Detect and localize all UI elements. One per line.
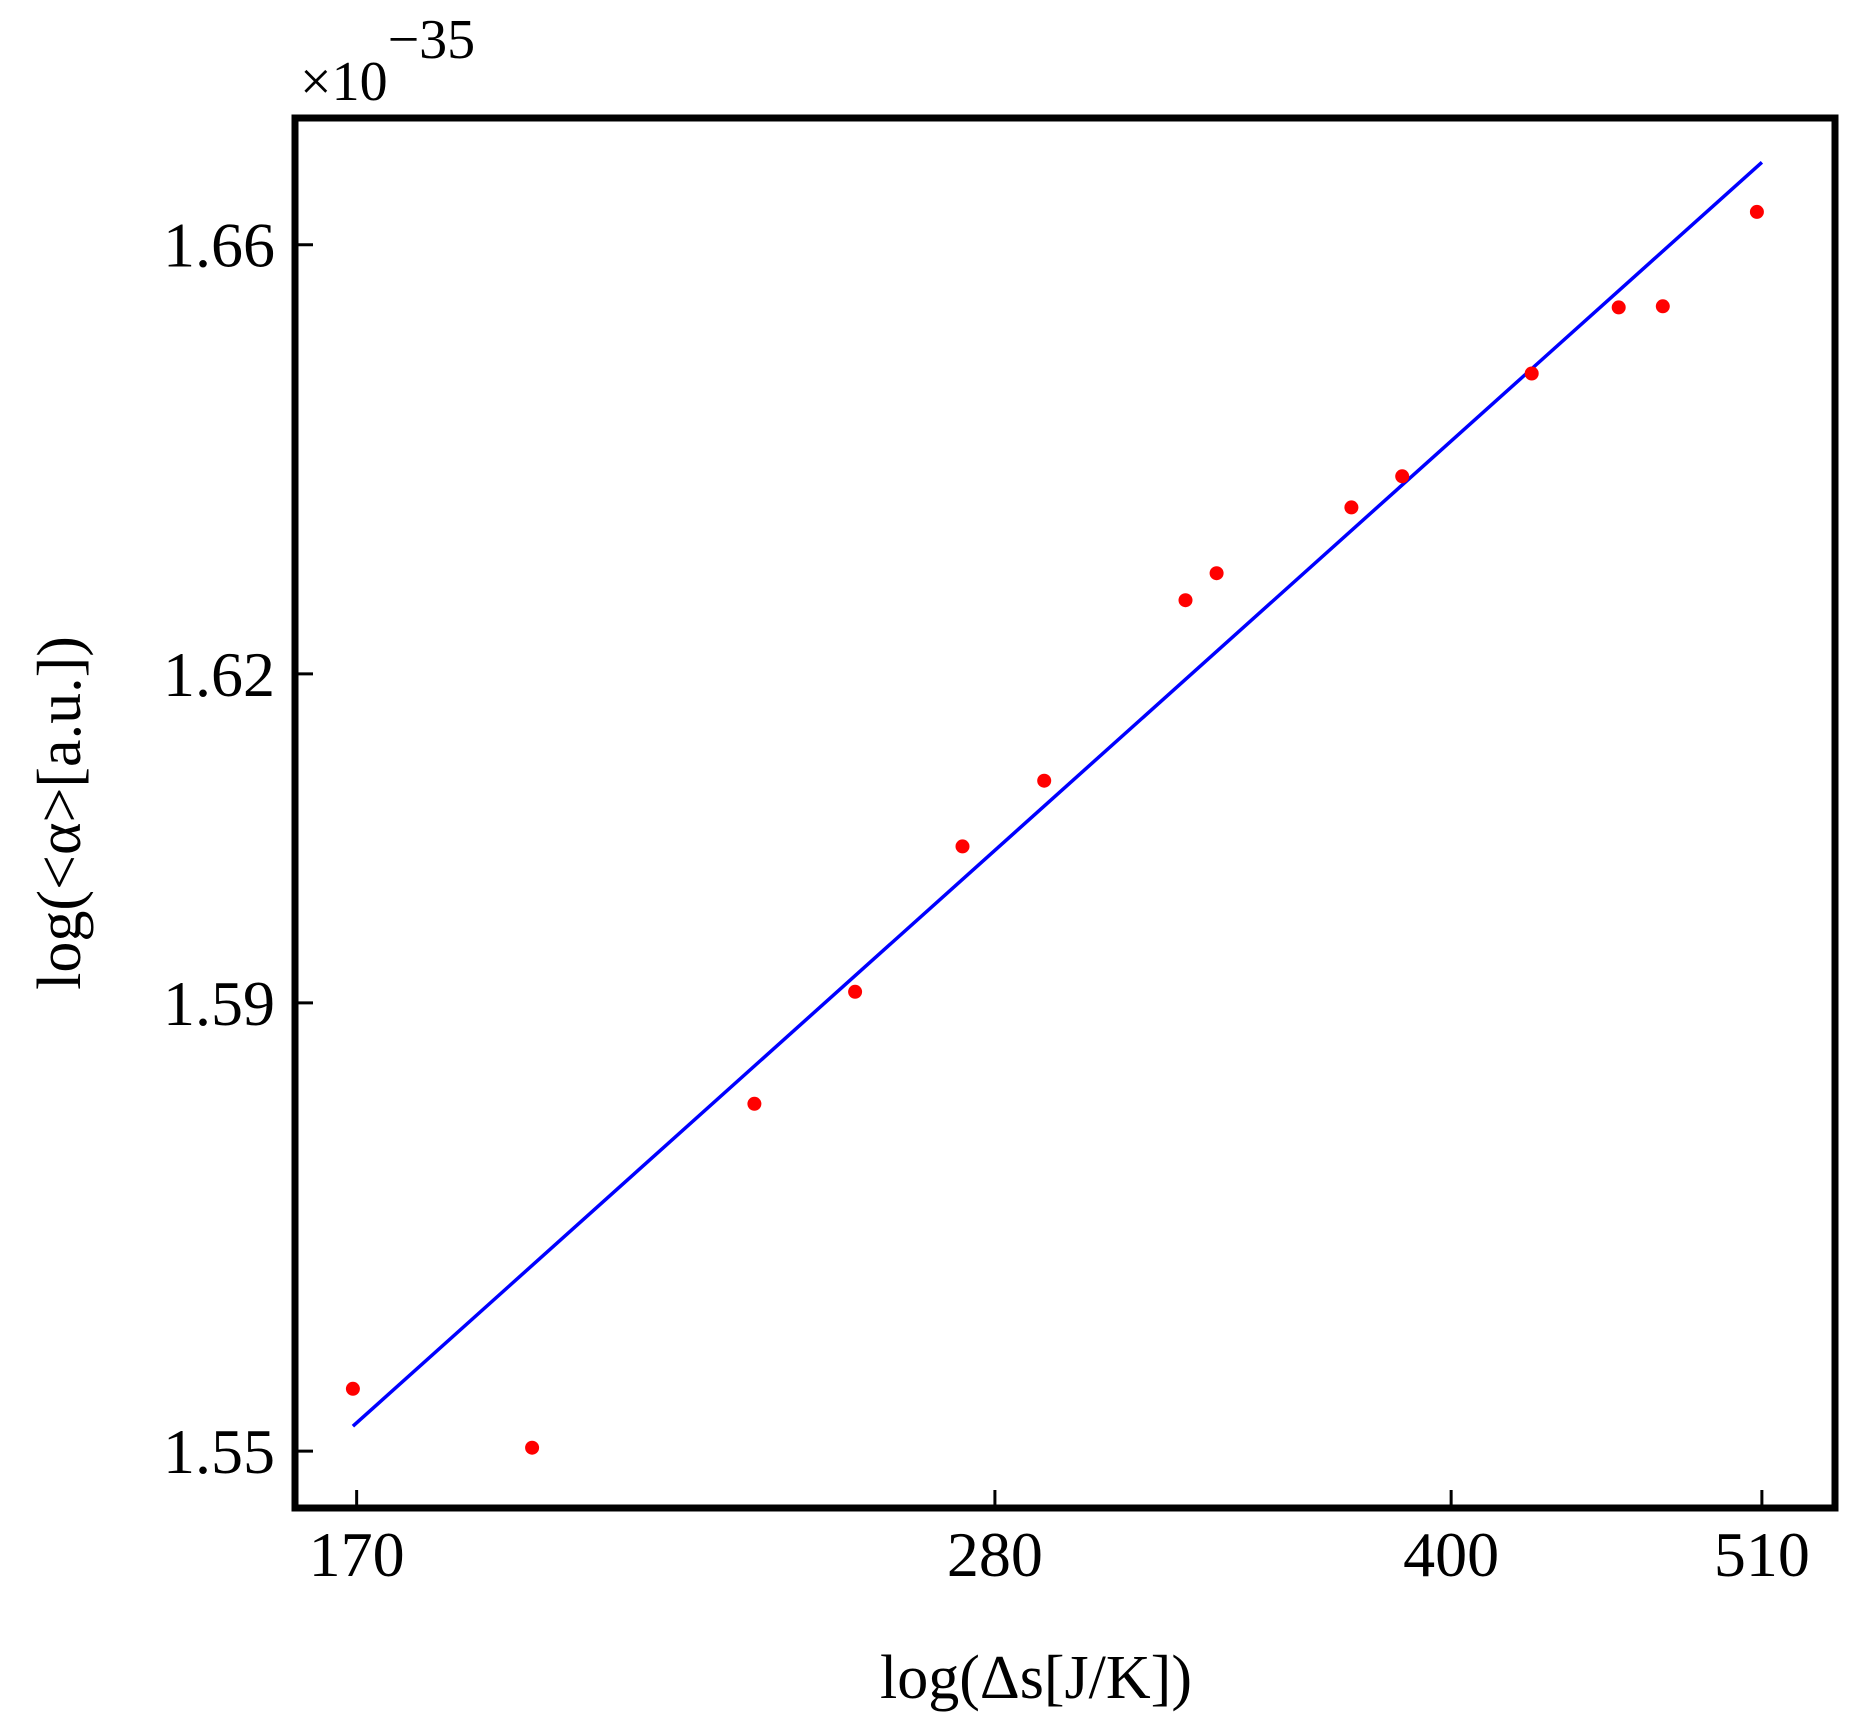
data-point bbox=[1395, 469, 1410, 484]
y-axis-label: log(<α>[a.u.]) bbox=[26, 636, 94, 990]
y-tick-label: 1.62 bbox=[163, 639, 275, 710]
y-tick-label: 1.66 bbox=[163, 210, 275, 281]
x-axis-ticks bbox=[355, 1490, 1764, 1508]
plot-frame bbox=[291, 114, 1839, 1512]
data-point bbox=[1344, 500, 1359, 515]
data-point bbox=[1037, 773, 1052, 788]
data-point bbox=[525, 1440, 540, 1455]
data-points bbox=[345, 204, 1764, 1455]
data-point bbox=[848, 984, 863, 999]
data-point bbox=[1178, 593, 1193, 608]
x-axis-tick-labels: 170 280 400 510 bbox=[309, 1519, 1810, 1590]
x-tick-label: 400 bbox=[1403, 1519, 1499, 1590]
y-tick-label: 1.55 bbox=[163, 1416, 275, 1487]
y-axis-ticks bbox=[295, 243, 313, 1453]
x-tick-label: 510 bbox=[1714, 1519, 1810, 1590]
data-point bbox=[1524, 366, 1539, 381]
fit-lines bbox=[351, 160, 1764, 1428]
x-axis-label: log(Δs[J/K]) bbox=[880, 1644, 1192, 1712]
fit-line bbox=[351, 160, 1764, 1428]
data-point bbox=[1655, 299, 1670, 314]
data-point bbox=[1611, 300, 1626, 315]
y-tick-label: 1.59 bbox=[163, 968, 275, 1039]
x-tick-label: 280 bbox=[947, 1519, 1043, 1590]
data-point bbox=[345, 1381, 360, 1396]
data-point bbox=[1749, 204, 1764, 219]
y-axis-tick-labels: 1.55 1.59 1.62 1.66 bbox=[163, 210, 275, 1487]
y-axis-multiplier: ×10−35 bbox=[300, 9, 475, 113]
data-point bbox=[1209, 566, 1224, 581]
data-point bbox=[955, 839, 970, 854]
x-tick-label: 170 bbox=[309, 1519, 405, 1590]
data-point bbox=[747, 1096, 762, 1111]
